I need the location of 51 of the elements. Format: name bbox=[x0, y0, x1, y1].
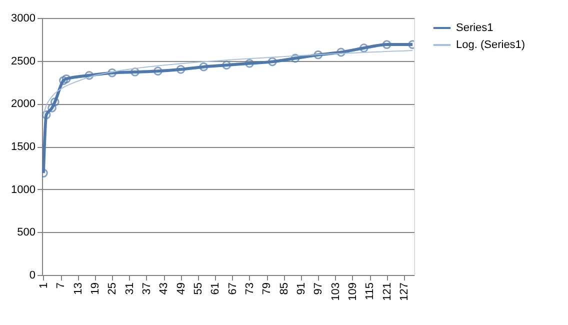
x-tick-label: 115 bbox=[364, 282, 376, 300]
point bbox=[268, 57, 277, 66]
point bbox=[245, 58, 254, 68]
y-tick-label: 2000 bbox=[11, 98, 36, 110]
point bbox=[336, 48, 346, 57]
x-tick-label: 79 bbox=[261, 282, 274, 295]
y-tick-label: 2500 bbox=[11, 55, 36, 68]
x-tick-label: 97 bbox=[312, 282, 325, 295]
x-tick-label: 43 bbox=[158, 282, 170, 295]
point bbox=[153, 66, 162, 76]
y-tick-label: 0 bbox=[29, 270, 36, 282]
point bbox=[130, 68, 140, 76]
point bbox=[108, 68, 117, 78]
point bbox=[59, 76, 68, 85]
line-series bbox=[42, 50, 414, 116]
legend-label: Log. (Series1) bbox=[456, 39, 526, 51]
point bbox=[222, 60, 232, 70]
x-tick-label: 127 bbox=[398, 282, 410, 301]
x-tick-label: 19 bbox=[89, 282, 102, 295]
x-tick-label: 37 bbox=[140, 282, 153, 295]
x-tick-label: 103 bbox=[330, 282, 342, 301]
x-tick-label: 13 bbox=[72, 282, 84, 295]
x-tick-label: 109 bbox=[346, 282, 359, 301]
y-tick-label: 500 bbox=[17, 226, 36, 239]
y-tick-label: 3000 bbox=[11, 12, 36, 24]
x-tick-label: 121 bbox=[381, 282, 394, 301]
point bbox=[382, 40, 392, 50]
point bbox=[84, 70, 94, 80]
x-tick-label: 61 bbox=[210, 282, 222, 295]
point bbox=[199, 62, 208, 72]
x-tick-label: 73 bbox=[244, 282, 256, 295]
x-tick-label: 85 bbox=[278, 282, 290, 295]
x-tick-label: 31 bbox=[124, 282, 136, 295]
y-tick-label: 1000 bbox=[11, 184, 36, 196]
legend-label: Series1 bbox=[456, 22, 494, 34]
x-tick-label: 1 bbox=[38, 282, 50, 289]
x-tick-label: 91 bbox=[295, 282, 308, 295]
x-tick-label: 49 bbox=[175, 282, 188, 295]
x-tick-label: 7 bbox=[55, 282, 68, 289]
point bbox=[176, 64, 186, 74]
point bbox=[42, 110, 51, 120]
x-tick-label: 67 bbox=[226, 282, 239, 295]
point bbox=[62, 74, 71, 84]
point bbox=[290, 54, 300, 63]
point bbox=[50, 98, 60, 106]
point bbox=[48, 104, 56, 112]
x-tick-label: 55 bbox=[192, 282, 204, 295]
y-tick-label: 1500 bbox=[11, 141, 36, 153]
point bbox=[314, 50, 323, 60]
x-tick-label: 25 bbox=[106, 282, 119, 295]
point bbox=[359, 44, 368, 52]
